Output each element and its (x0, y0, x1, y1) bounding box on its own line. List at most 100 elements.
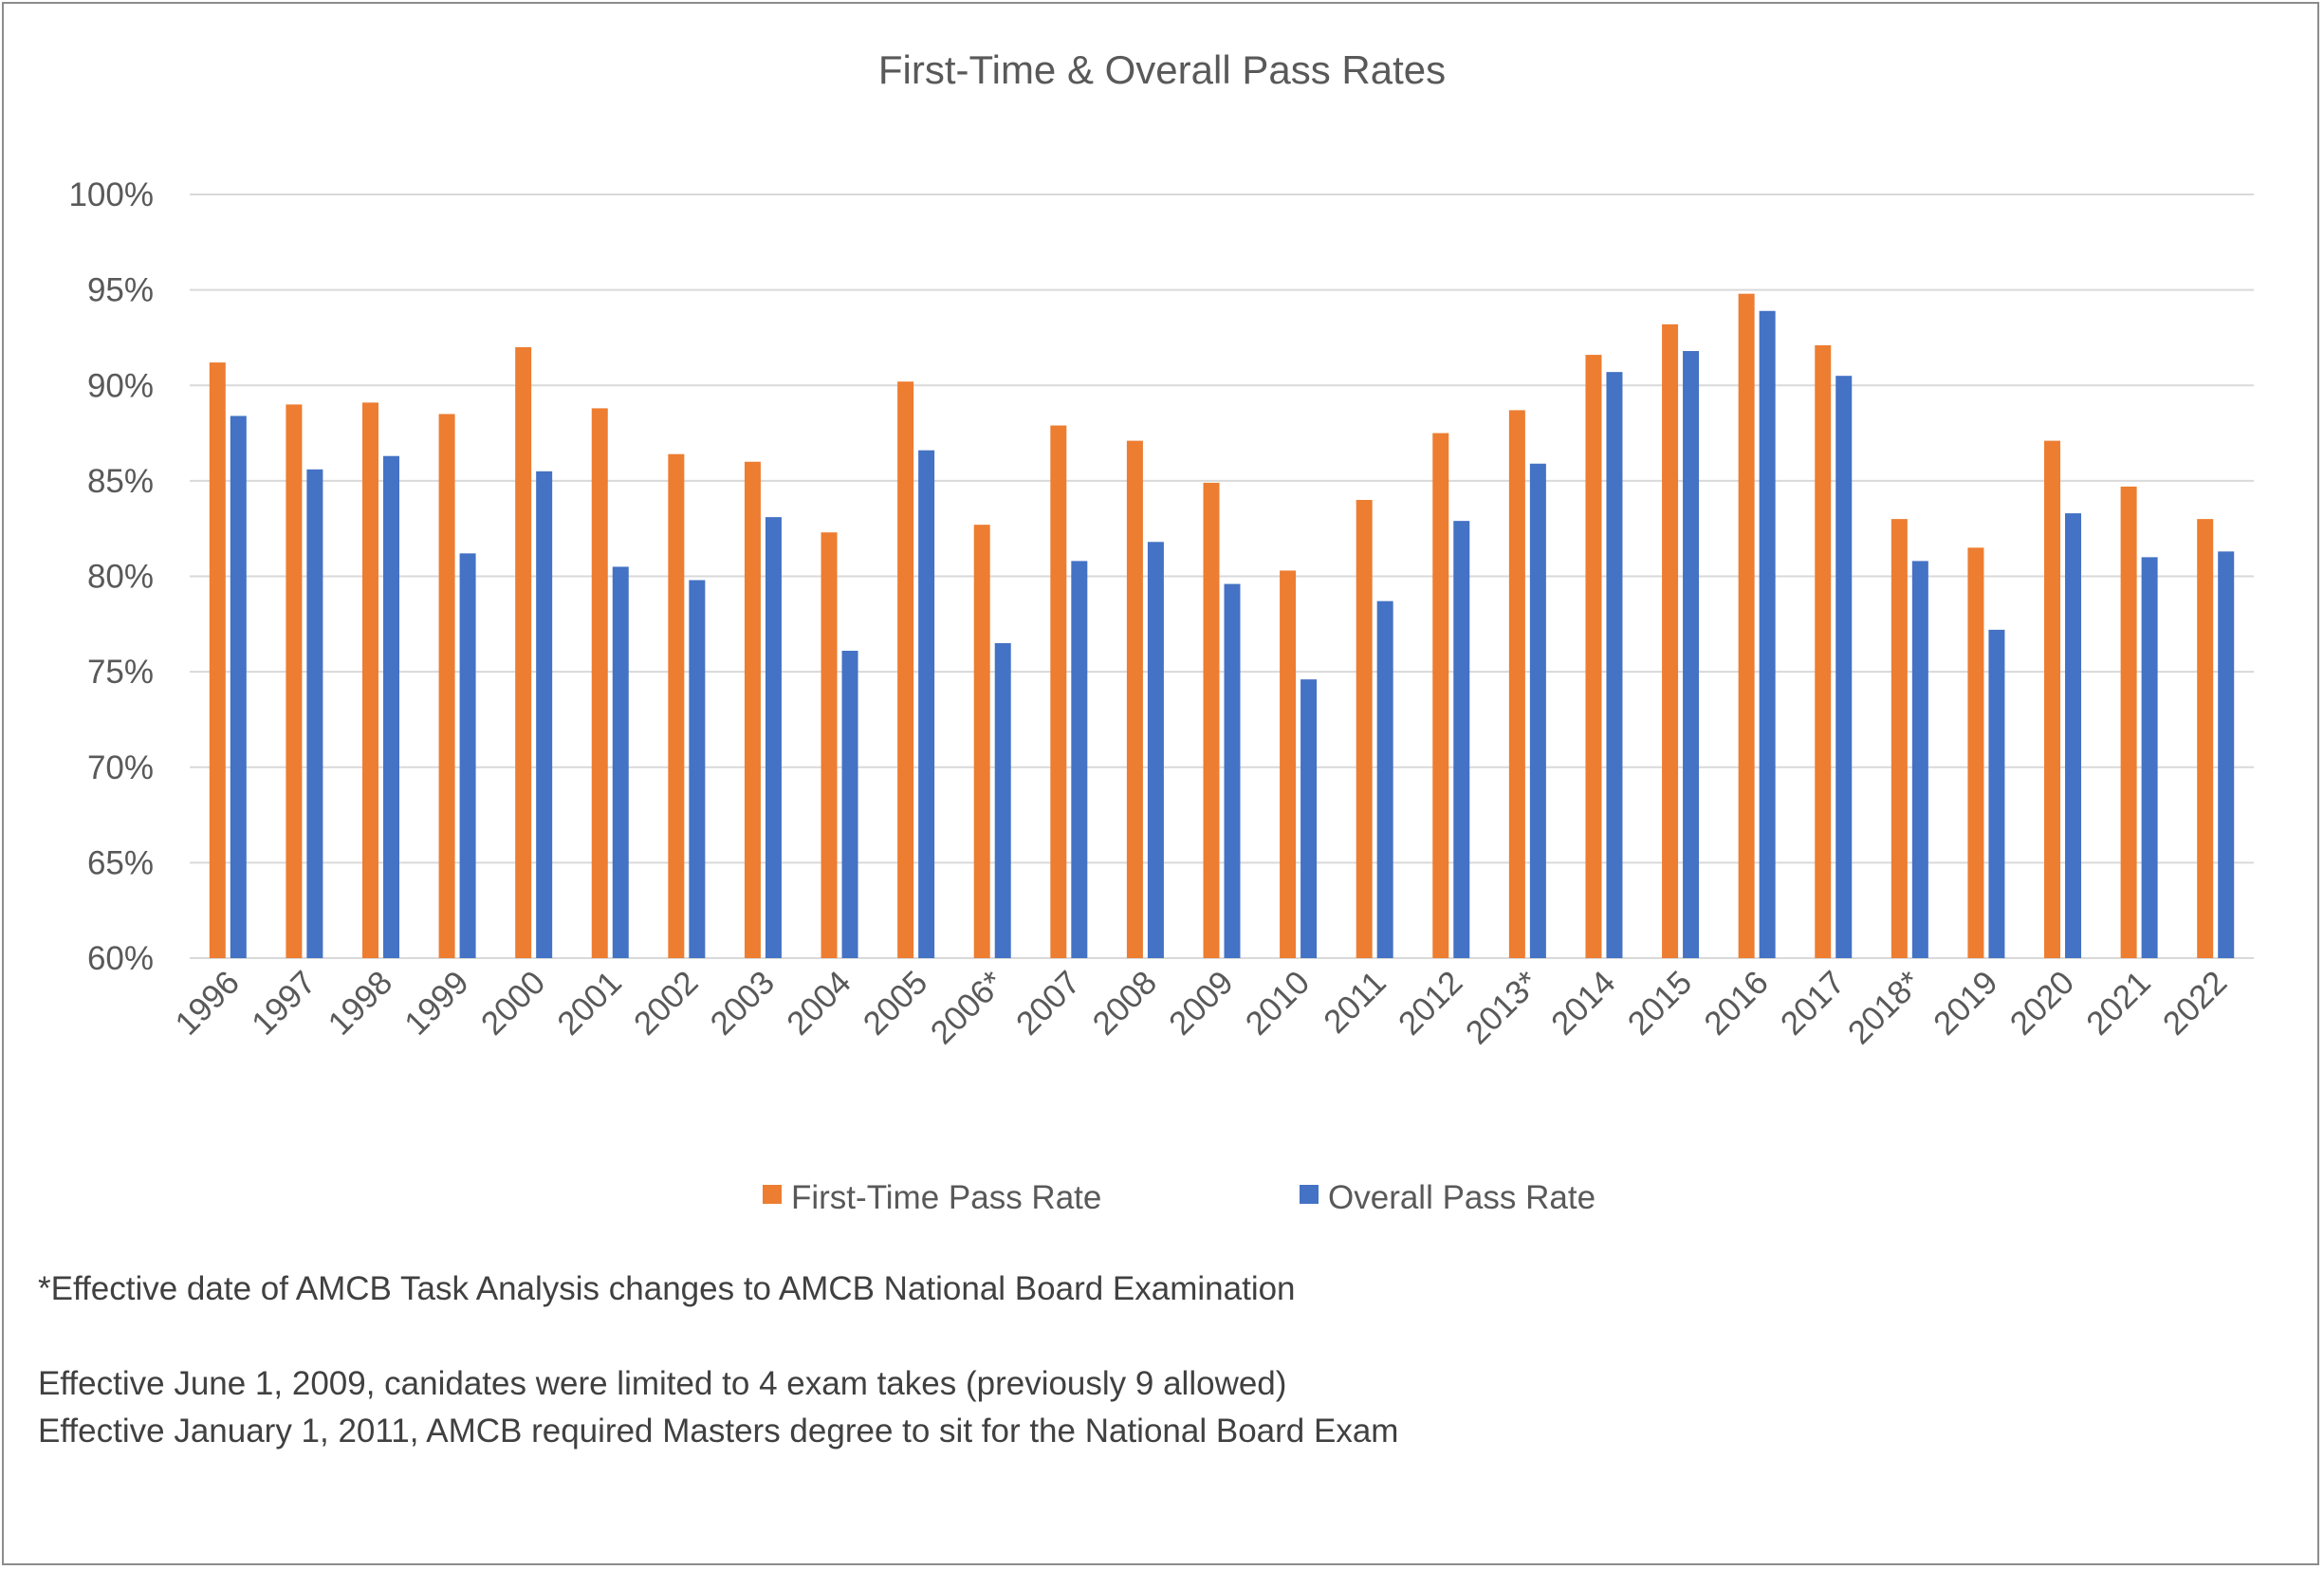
bar-first-time (1891, 519, 1908, 958)
bar-first-time (2197, 519, 2214, 958)
bar-overall (1606, 372, 1623, 959)
footnote-masters-degree: Effective January 1, 2011, AMCB required… (38, 1413, 1399, 1450)
bar-first-time (1662, 323, 1679, 959)
bar-first-time (1432, 433, 1449, 958)
x-tick-label: 2013* (1459, 964, 1547, 1052)
x-tick-label: 2000 (474, 964, 553, 1043)
x-tick-label: 1996 (168, 964, 247, 1043)
bar-first-time (1508, 410, 1525, 959)
bar-first-time (1738, 293, 1755, 958)
y-tick-label: 65% (87, 844, 154, 881)
y-axis-ticks: 60% 65% 70% 75% 80% 85% 90% 95% 100% (68, 176, 154, 977)
x-tick-label: 2007 (1009, 964, 1088, 1043)
x-tick-label: 2010 (1239, 964, 1318, 1043)
bar-overall (1147, 542, 1164, 958)
x-tick-label: 2011 (1317, 964, 1393, 1041)
bar-overall (536, 471, 553, 958)
x-tick-label: 1998 (321, 964, 399, 1043)
gridlines (190, 194, 2254, 959)
footnote-task-analysis: *Effective date of AMCB Task Analysis ch… (38, 1270, 1296, 1307)
x-tick-label: 2005 (857, 964, 935, 1043)
bar-first-time (1585, 355, 1602, 958)
bar-first-time (1815, 344, 1832, 958)
bar-first-time (209, 362, 226, 959)
bar-overall (689, 580, 706, 958)
bar-first-time (821, 532, 838, 958)
bar-overall (765, 517, 782, 958)
x-tick-label: 2001 (550, 964, 629, 1043)
bar-overall (1376, 600, 1393, 958)
bar-overall (918, 450, 935, 958)
bar-overall (1988, 629, 2005, 958)
bar-chart: First-Time & Overall Pass Rates 60% 65% 70… (68, 47, 2254, 1216)
bar-first-time (591, 408, 608, 958)
bar-first-time (897, 381, 914, 959)
bar-overall (382, 455, 399, 958)
y-tick-label: 85% (87, 463, 154, 500)
x-tick-label: 2017 (1774, 964, 1853, 1043)
bar-overall (1224, 583, 1241, 958)
y-tick-label: 75% (87, 654, 154, 691)
x-tick-label: 2004 (780, 964, 858, 1043)
bar-overall (1071, 561, 1088, 958)
bar-overall (612, 566, 629, 958)
y-tick-label: 90% (87, 367, 154, 404)
legend: First-Time Pass Rate Overall Pass Rate (763, 1179, 1595, 1216)
bar-first-time (515, 347, 532, 958)
bar-first-time (1280, 570, 1297, 958)
y-tick-label: 95% (87, 272, 154, 309)
x-tick-label: 2012 (1392, 964, 1470, 1043)
bar-overall (2218, 551, 2235, 958)
x-tick-label: 2021 (2079, 964, 2158, 1043)
x-tick-label: 2016 (1697, 964, 1776, 1043)
bar-overall (994, 642, 1011, 958)
bar-first-time (1967, 547, 1984, 958)
x-tick-label: 2014 (1544, 964, 1623, 1043)
x-tick-label: 2006* (924, 964, 1012, 1052)
y-tick-label: 80% (87, 559, 154, 596)
legend-swatch-first-time (763, 1185, 782, 1204)
x-tick-label: 2018* (1841, 964, 1929, 1052)
bar-overall (1835, 376, 1853, 958)
bar-overall (230, 416, 247, 958)
footnote-exam-takes: Effective June 1, 2009, canidates were l… (38, 1365, 1287, 1402)
bar-overall (2141, 557, 2158, 958)
bar-overall (2065, 513, 2082, 958)
bar-first-time (1126, 440, 1143, 958)
bar-overall (459, 553, 476, 958)
bar-overall (1759, 310, 1776, 958)
x-tick-label: 1997 (245, 964, 323, 1043)
x-tick-label: 2008 (1085, 964, 1164, 1043)
x-tick-label: 2002 (627, 964, 706, 1043)
bar-first-time (1203, 482, 1220, 958)
x-tick-label: 2019 (1927, 964, 2005, 1043)
bar-overall (1911, 561, 1928, 958)
bar-first-time (668, 453, 685, 958)
x-tick-label: 2015 (1621, 964, 1700, 1043)
bar-first-time (973, 525, 990, 958)
bars (209, 293, 2235, 959)
x-axis-ticks: 1996199719981999200020012002200320042005… (168, 964, 2234, 1052)
bar-first-time (744, 461, 761, 958)
bar-overall (1683, 351, 1700, 958)
legend-swatch-overall (1300, 1185, 1319, 1204)
chart-title: First-Time & Overall Pass Rates (878, 47, 1446, 92)
x-tick-label: 2022 (2156, 964, 2235, 1043)
bar-first-time (286, 404, 303, 958)
bar-overall (1300, 679, 1318, 958)
legend-label-overall: Overall Pass Rate (1328, 1179, 1595, 1216)
y-tick-label: 70% (87, 749, 154, 786)
y-tick-label: 100% (68, 176, 154, 213)
bar-first-time (361, 402, 378, 958)
bar-overall (1453, 521, 1470, 958)
legend-label-first-time: First-Time Pass Rate (791, 1179, 1101, 1216)
x-tick-label: 2020 (2003, 964, 2082, 1043)
x-tick-label: 2003 (703, 964, 782, 1043)
bar-first-time (1050, 425, 1067, 958)
bar-first-time (2120, 486, 2137, 958)
x-tick-label: 1999 (397, 964, 476, 1043)
bar-overall (841, 650, 858, 958)
bar-first-time (2044, 440, 2061, 958)
y-tick-label: 60% (87, 940, 154, 977)
